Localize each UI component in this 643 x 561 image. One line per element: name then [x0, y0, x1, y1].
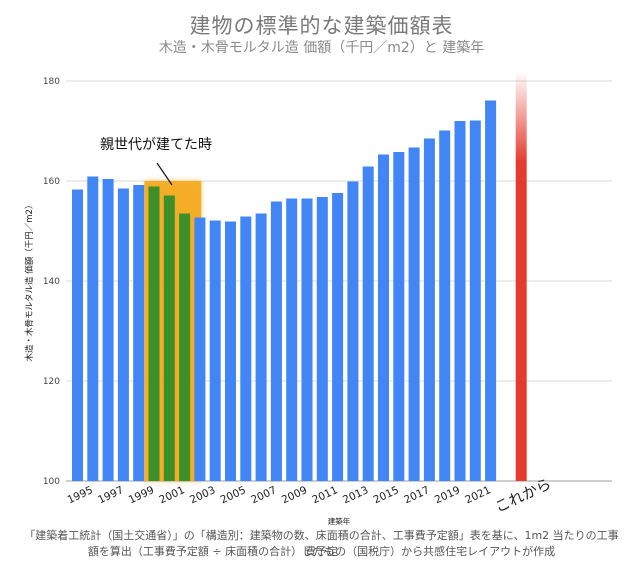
x-tick-label: 2021 [463, 484, 492, 506]
chart-title: 建物の標準的な建築価額表 [189, 14, 454, 38]
bar [87, 176, 99, 481]
bar [393, 152, 405, 481]
bar [72, 189, 83, 481]
bar [148, 186, 160, 481]
bar [270, 201, 282, 481]
bar [117, 188, 129, 481]
bar [286, 198, 298, 481]
bar [347, 181, 359, 481]
y-tick-label: 100 [43, 477, 60, 487]
bar [316, 197, 328, 481]
bar [225, 221, 236, 481]
bar [378, 154, 389, 481]
x-tick-label: 1995 [66, 484, 95, 506]
bar [301, 198, 313, 481]
bar [102, 179, 114, 481]
x-tick-label: 2003 [188, 484, 217, 506]
y-tick-label: 140 [43, 277, 60, 287]
bar [240, 216, 252, 481]
bar [423, 138, 435, 481]
bar [163, 195, 175, 481]
highlight-annotation: 親世代が建てた時 [100, 137, 212, 153]
source-note-line-1: 「建築着工統計（国土交通省）」の「構造別：建築物の数、床面積の合計、工事費予定額… [24, 529, 619, 558]
x-tick-label: 2013 [341, 484, 370, 506]
bar [439, 130, 451, 481]
bar [209, 220, 221, 481]
y-tick-label: 160 [43, 177, 60, 187]
bar [362, 166, 374, 481]
bar [332, 193, 344, 481]
bar [485, 100, 497, 481]
x-tick-label: 2001 [157, 484, 186, 506]
chart-subtitle: 木造・木骨モルタル造 価額（千円／m2）と 建築年 [158, 40, 485, 56]
bar [133, 185, 145, 481]
y-tick-label: 180 [43, 77, 60, 87]
x-tick-label: 2019 [433, 484, 462, 506]
bar [194, 217, 206, 481]
y-axis-title: 木造・木骨モルタル造 価額（千円／m2） [24, 201, 35, 362]
x-tick-label: 2015 [372, 484, 401, 506]
x-tick-label: 2011 [310, 484, 339, 506]
y-tick-label: 120 [43, 377, 60, 387]
x-tick-label: 2017 [402, 484, 431, 506]
highlight-annotation-pointer [156, 162, 173, 186]
x-axis-title: 建築年 [328, 516, 351, 526]
source-note-line-2: 額を算出（工事費予定額 ÷ 床面積の合計）したもの（国税庁）から共感住宅レイアウ… [87, 545, 556, 558]
bar [408, 147, 420, 481]
x-tick-label: 2005 [219, 484, 248, 506]
bar [454, 121, 466, 481]
x-tick-label: 1997 [96, 484, 125, 506]
x-tick-label: 2009 [280, 484, 309, 506]
bar [179, 213, 191, 481]
future-bar [515, 72, 527, 481]
x-tick-label: 2007 [249, 484, 278, 506]
x-tick-label: 1999 [127, 484, 156, 506]
bar [255, 213, 267, 481]
bar [469, 120, 481, 481]
